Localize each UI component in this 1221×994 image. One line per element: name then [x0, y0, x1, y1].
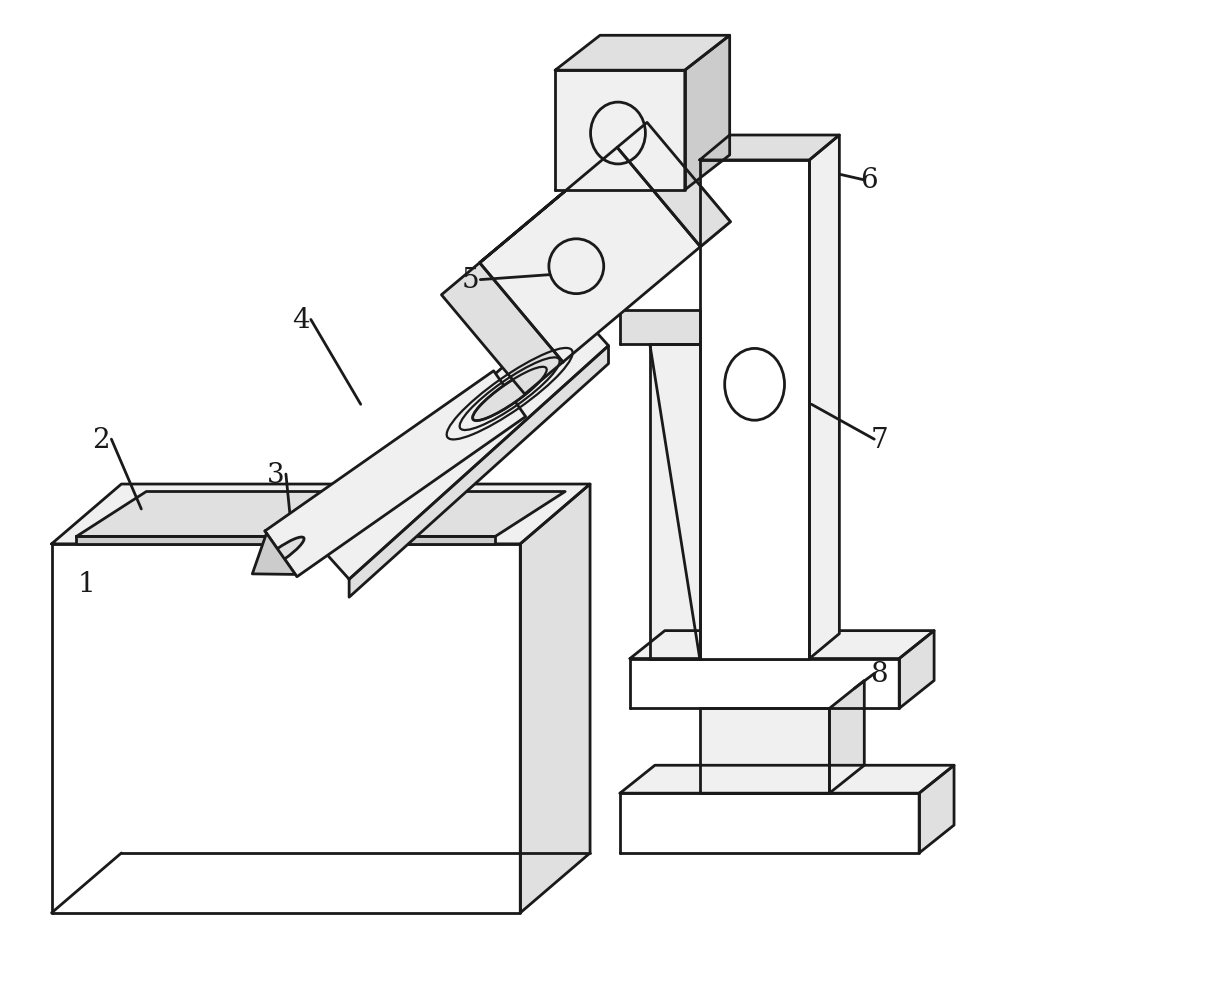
Polygon shape	[556, 72, 685, 191]
Polygon shape	[617, 123, 730, 248]
Text: 7: 7	[871, 426, 888, 453]
Polygon shape	[620, 310, 700, 345]
Polygon shape	[253, 534, 295, 575]
Polygon shape	[700, 709, 829, 793]
Polygon shape	[480, 123, 647, 263]
Text: 4: 4	[292, 307, 310, 334]
Text: 3: 3	[267, 461, 284, 488]
Polygon shape	[829, 681, 864, 793]
Polygon shape	[349, 346, 608, 597]
Polygon shape	[700, 161, 810, 659]
Polygon shape	[630, 659, 899, 709]
Polygon shape	[630, 631, 934, 659]
Polygon shape	[313, 305, 608, 580]
Polygon shape	[520, 484, 590, 912]
Polygon shape	[556, 36, 730, 72]
Polygon shape	[442, 263, 563, 395]
Polygon shape	[480, 148, 701, 363]
Polygon shape	[685, 36, 730, 191]
Text: 5: 5	[462, 266, 479, 294]
Text: 6: 6	[861, 167, 878, 194]
Polygon shape	[51, 484, 590, 545]
Polygon shape	[617, 123, 730, 248]
Text: 2: 2	[93, 426, 110, 453]
Polygon shape	[620, 765, 954, 793]
Ellipse shape	[258, 538, 304, 572]
Ellipse shape	[473, 368, 547, 421]
Polygon shape	[265, 372, 526, 578]
Polygon shape	[919, 765, 954, 853]
Polygon shape	[77, 492, 565, 537]
Polygon shape	[650, 345, 700, 659]
Text: 8: 8	[871, 660, 888, 687]
Polygon shape	[77, 537, 496, 545]
Polygon shape	[51, 545, 520, 912]
Polygon shape	[620, 793, 919, 853]
Polygon shape	[700, 136, 839, 161]
Text: 1: 1	[78, 571, 95, 597]
Polygon shape	[899, 631, 934, 709]
Polygon shape	[810, 136, 839, 659]
